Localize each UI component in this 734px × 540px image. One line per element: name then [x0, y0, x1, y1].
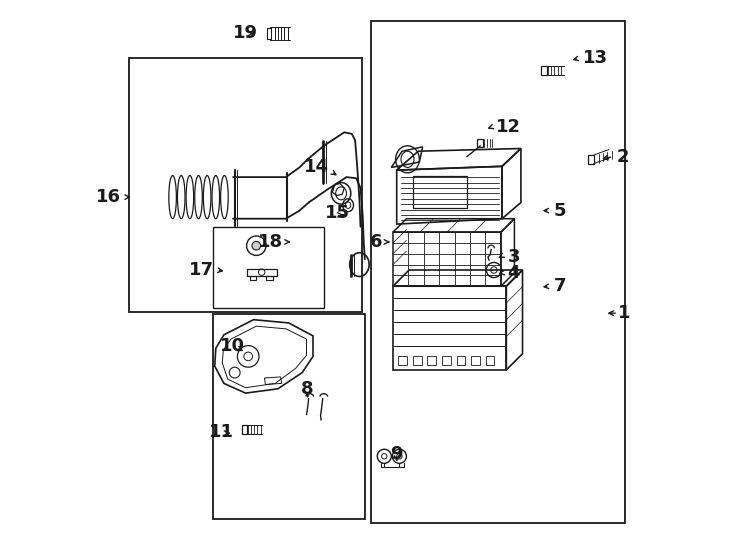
Bar: [442, 356, 451, 365]
Text: 13: 13: [583, 49, 608, 68]
Text: 7: 7: [553, 277, 566, 295]
Ellipse shape: [252, 241, 261, 250]
Bar: [413, 356, 421, 365]
Text: 3: 3: [507, 247, 520, 266]
Text: 1: 1: [618, 304, 631, 322]
Text: 9: 9: [390, 444, 403, 463]
Text: 5: 5: [553, 201, 566, 220]
Text: 8: 8: [301, 380, 314, 398]
Text: 10: 10: [219, 336, 244, 355]
Bar: [371, 21, 625, 523]
Bar: [427, 356, 436, 365]
Bar: [399, 356, 407, 365]
Bar: [413, 176, 467, 208]
Text: 18: 18: [258, 233, 283, 251]
Bar: [471, 356, 480, 365]
Text: 16: 16: [96, 188, 121, 206]
Bar: [247, 269, 277, 276]
Bar: [541, 66, 548, 75]
Bar: [589, 155, 594, 164]
Text: 15: 15: [325, 204, 350, 222]
Bar: [213, 227, 324, 308]
Bar: [250, 276, 256, 280]
Text: 14: 14: [304, 158, 330, 177]
Bar: [129, 58, 362, 312]
Text: 19: 19: [233, 24, 258, 43]
Text: 11: 11: [208, 423, 233, 441]
Text: 17: 17: [189, 261, 214, 279]
Bar: [486, 356, 495, 365]
Bar: [476, 139, 483, 147]
Bar: [213, 314, 366, 519]
Text: 4: 4: [507, 264, 520, 282]
Text: 2: 2: [617, 147, 629, 166]
Bar: [457, 356, 465, 365]
Bar: [267, 28, 272, 39]
Text: 6: 6: [370, 233, 382, 251]
Text: 12: 12: [495, 118, 520, 136]
Bar: [241, 425, 247, 434]
Bar: [266, 276, 272, 280]
